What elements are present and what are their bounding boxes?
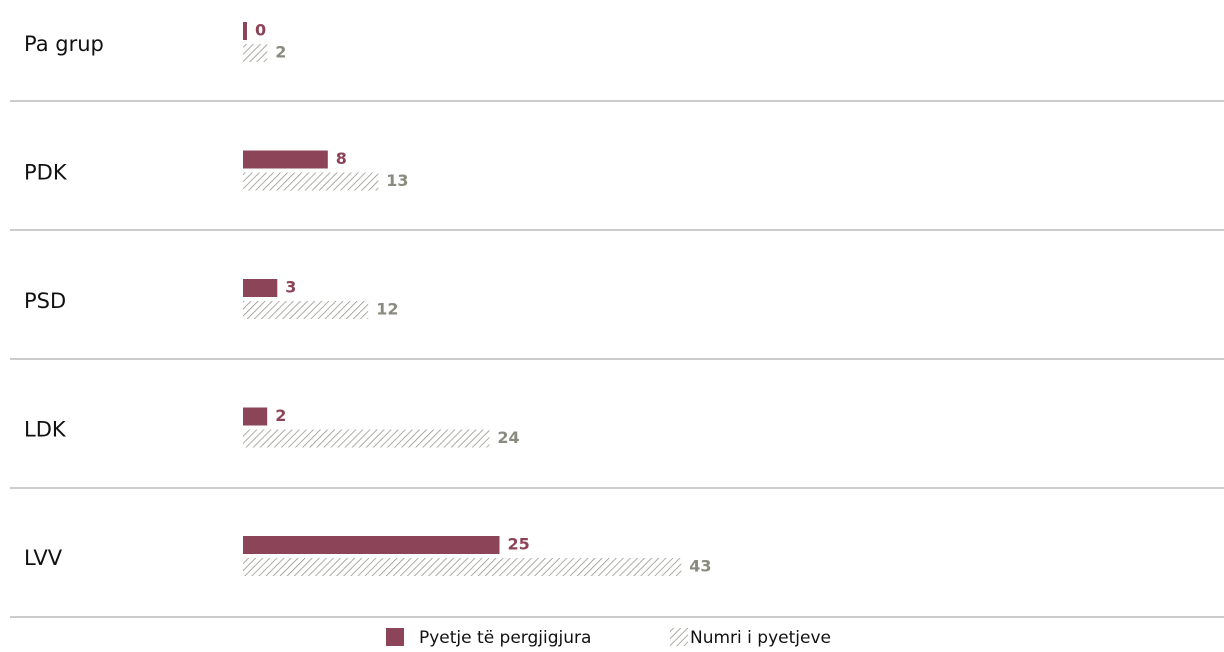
legend-label: Pyetje të pergjigjura <box>419 628 591 648</box>
value-label: 24 <box>497 428 519 447</box>
value-label: 13 <box>386 171 408 190</box>
bar <box>243 279 278 297</box>
bar <box>243 429 490 448</box>
category-label: Pa grup <box>24 32 104 56</box>
category-label: LDK <box>24 418 67 442</box>
bar <box>243 301 369 319</box>
value-label: 8 <box>336 149 347 168</box>
legend-swatch <box>670 628 688 646</box>
legend-label: Numri i pyetjeve <box>690 628 831 648</box>
bar <box>243 150 328 169</box>
value-label: 0 <box>255 21 266 40</box>
value-label: 2 <box>275 406 286 425</box>
bar <box>243 407 268 426</box>
category-label: LVV <box>24 546 63 570</box>
bar <box>243 558 682 576</box>
value-label: 25 <box>508 535 530 554</box>
bar <box>243 536 500 554</box>
category-label: PSD <box>24 289 66 313</box>
value-label: 2 <box>275 43 286 62</box>
legend-swatch <box>386 628 404 646</box>
bar <box>243 22 247 40</box>
bar <box>243 172 379 191</box>
value-label: 43 <box>689 557 711 576</box>
bar <box>243 44 268 62</box>
category-label: PDK <box>24 161 68 185</box>
value-label: 12 <box>376 300 398 319</box>
value-label: 3 <box>285 278 296 297</box>
